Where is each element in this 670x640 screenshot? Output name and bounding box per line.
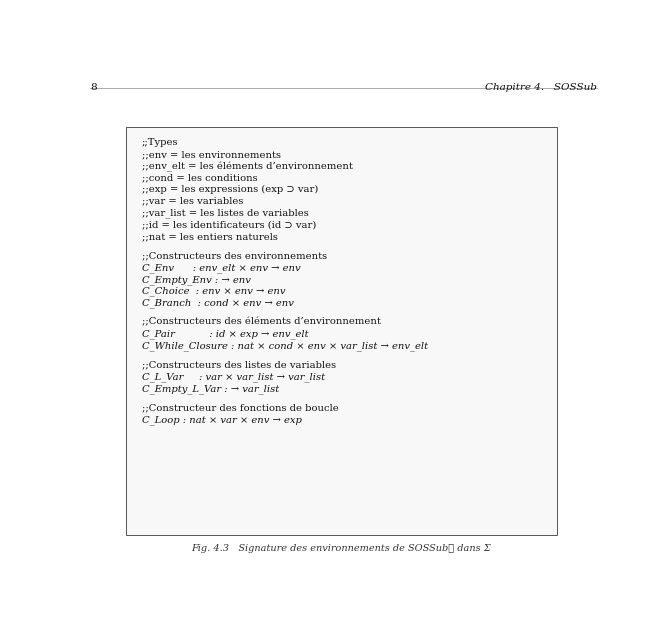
Text: C_Choice  : env × env → env: C_Choice : env × env → env [142,287,285,296]
Text: ;;Constructeurs des listes de variables: ;;Constructeurs des listes de variables [142,360,336,369]
Text: C_Loop : nat × var × env → exp: C_Loop : nat × var × env → exp [142,415,302,425]
Text: ;;env = les environnements: ;;env = les environnements [142,150,281,159]
Text: C_Branch  : cond × env → env: C_Branch : cond × env → env [142,298,293,308]
Text: ;;exp = les expressions (exp ⊃ var): ;;exp = les expressions (exp ⊃ var) [142,185,318,195]
Text: C_L_Var     : var × var_list → var_list: C_L_Var : var × var_list → var_list [142,372,325,382]
Text: ;;cond = les conditions: ;;cond = les conditions [142,173,257,182]
Text: ;;var = les variables: ;;var = les variables [142,197,243,206]
Text: C_Empty_Env : → env: C_Empty_Env : → env [142,275,251,285]
Text: Fig. 4.3   Signature des environnements de SOSSubℛ dans Σ: Fig. 4.3 Signature des environnements de… [192,544,491,553]
Text: ;;nat = les entiers naturels: ;;nat = les entiers naturels [142,232,278,241]
FancyBboxPatch shape [127,127,557,535]
Text: 8: 8 [90,83,96,92]
Text: ;;env_elt = les éléments d’environnement: ;;env_elt = les éléments d’environnement [142,162,352,172]
Text: ;;Constructeurs des éléments d’environnement: ;;Constructeurs des éléments d’environne… [142,317,381,326]
Text: C_Pair           : id × exp → env_elt: C_Pair : id × exp → env_elt [142,330,308,339]
Text: ;;id = les identificateurs (id ⊃ var): ;;id = les identificateurs (id ⊃ var) [142,220,316,229]
Text: C_While_Closure : nat × cond × env × var_list → env_elt: C_While_Closure : nat × cond × env × var… [142,341,428,351]
Text: C_Env      : env_elt × env → env: C_Env : env_elt × env → env [142,263,301,273]
Text: ;;var_list = les listes de variables: ;;var_list = les listes de variables [142,209,309,218]
Text: C_Empty_L_Var : → var_list: C_Empty_L_Var : → var_list [142,384,279,394]
Text: ;;Types: ;;Types [142,138,178,147]
Text: Chapitre 4.   SOSSub: Chapitre 4. SOSSub [485,83,597,92]
Text: ;;Constructeur des fonctions de boucle: ;;Constructeur des fonctions de boucle [142,403,338,412]
Text: ;;Constructeurs des environnements: ;;Constructeurs des environnements [142,252,327,260]
